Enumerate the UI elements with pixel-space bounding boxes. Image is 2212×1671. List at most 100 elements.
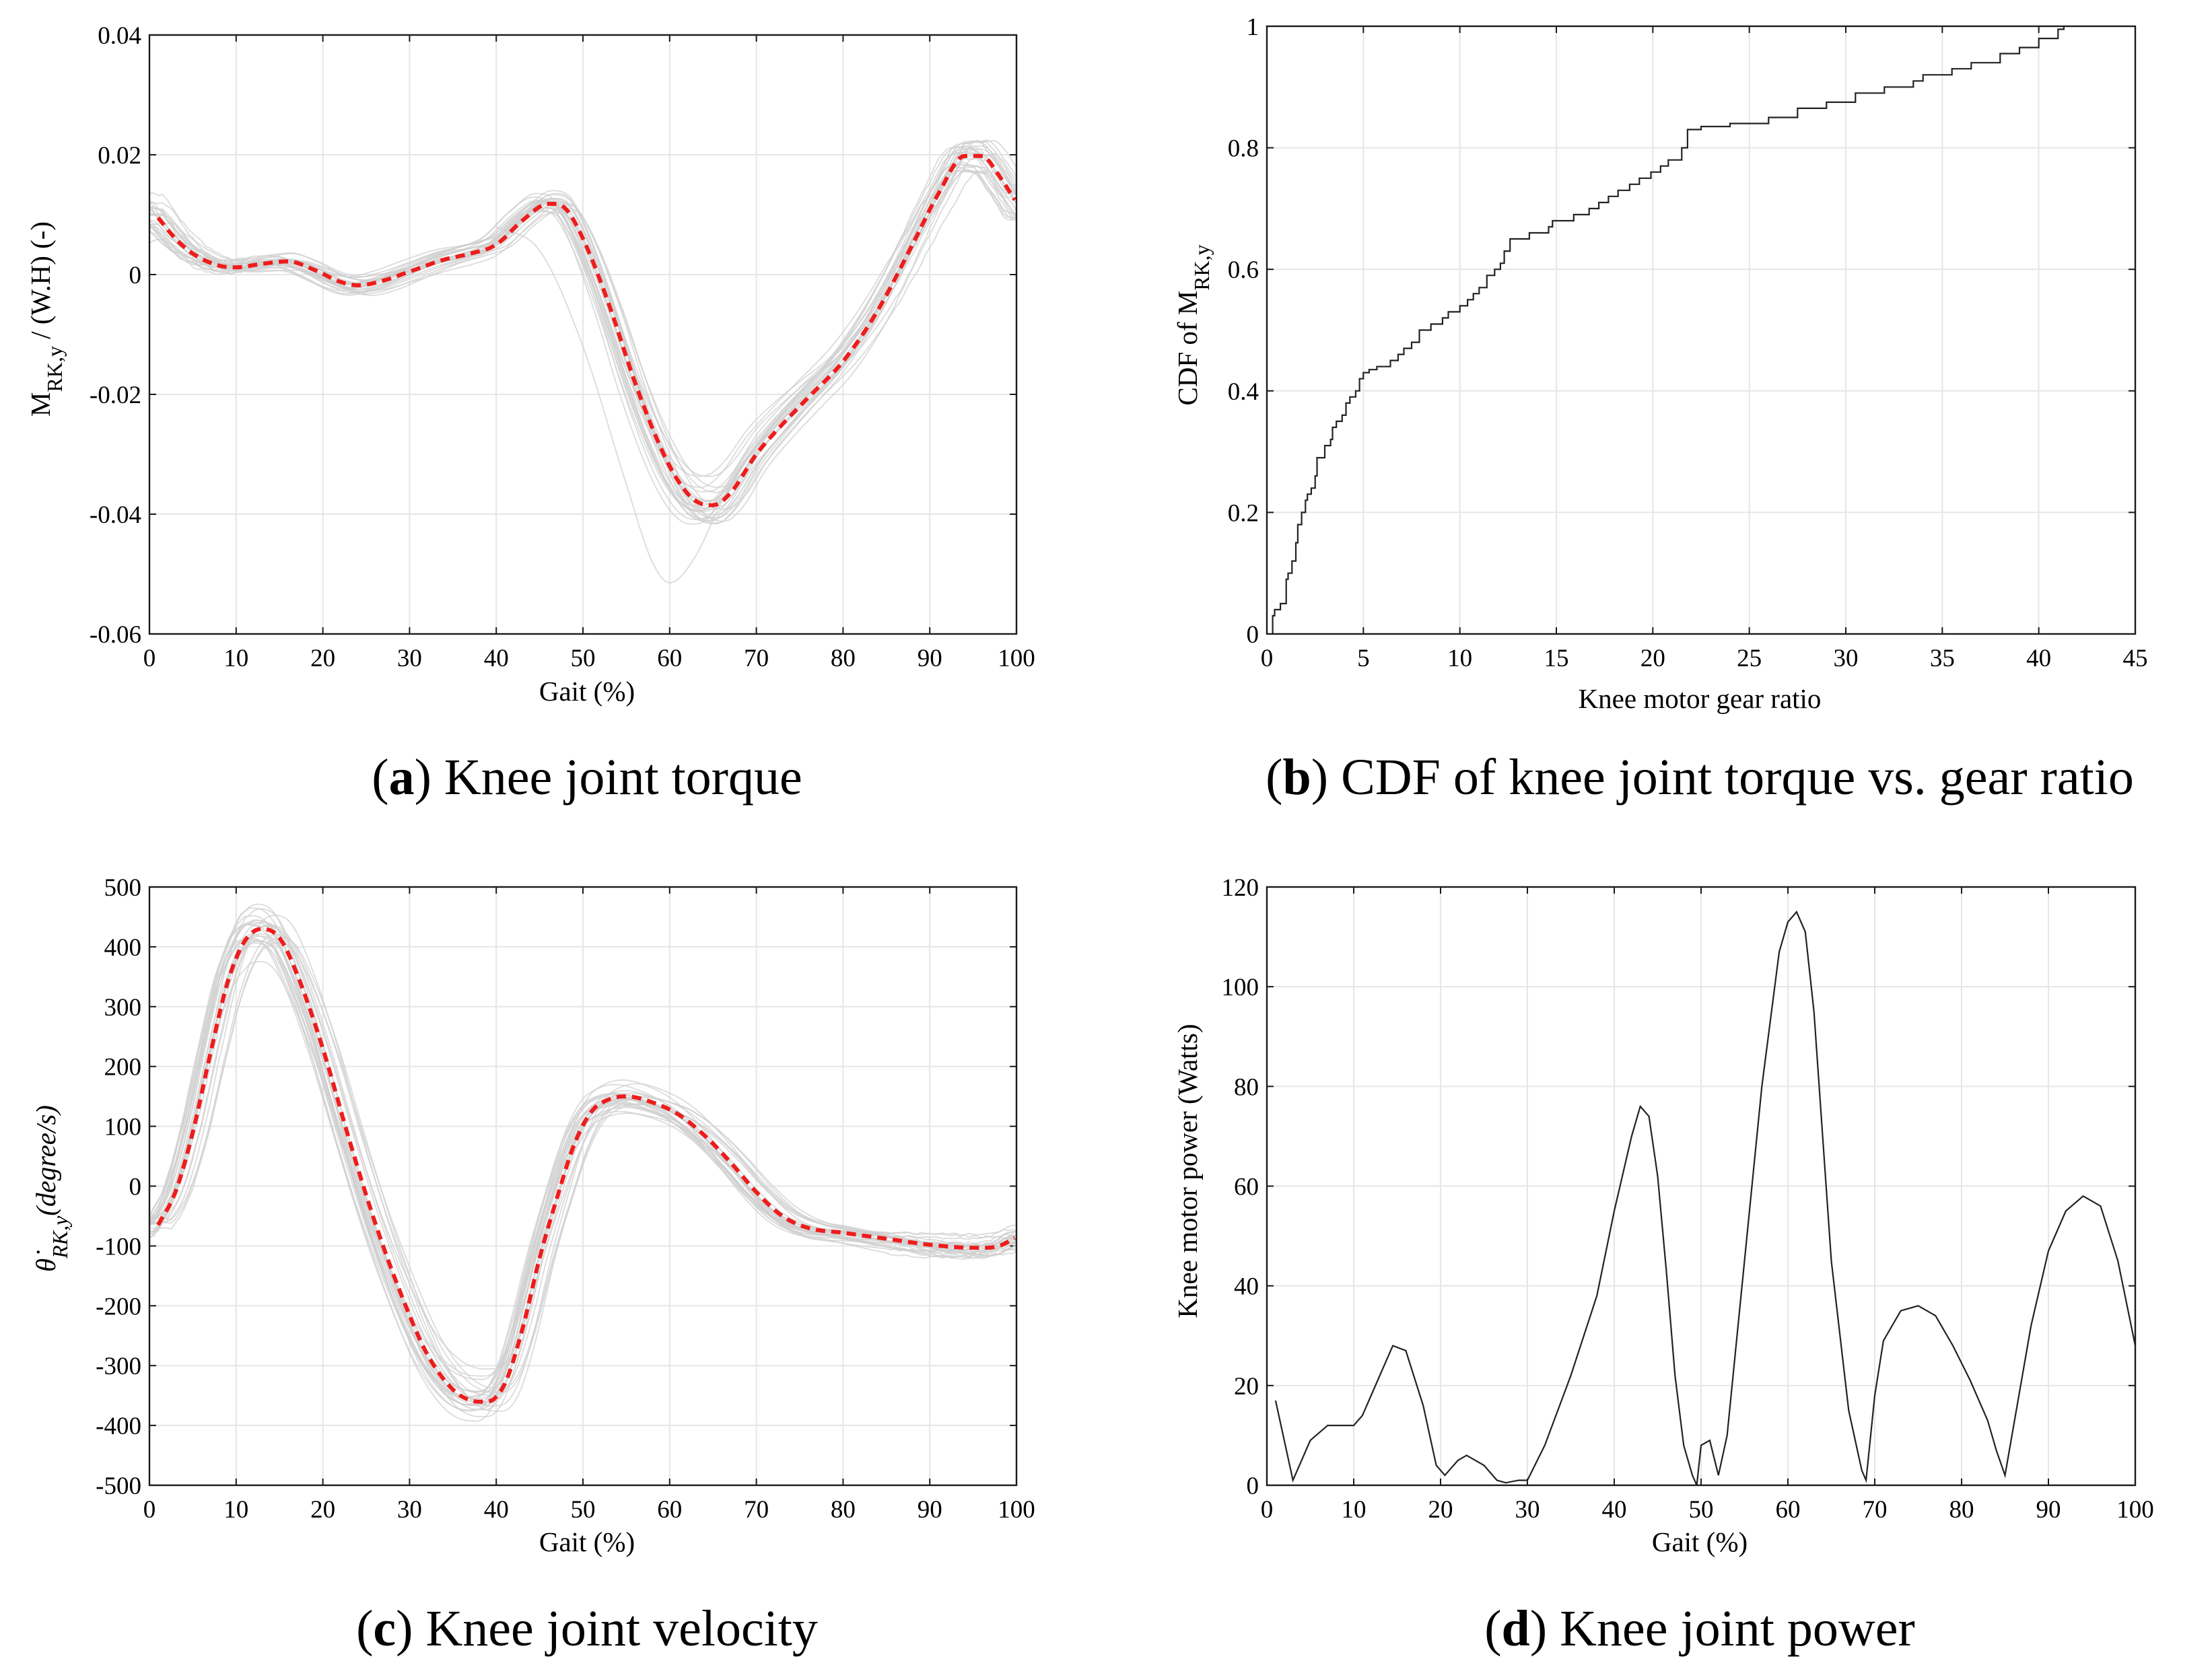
panel-d-xtick-label: 10 (1342, 1496, 1367, 1524)
panel-a-xtick-label: 30 (397, 645, 422, 672)
panel-d-ytick-label: 20 (1234, 1373, 1259, 1400)
panel-d-xtick-label: 80 (1949, 1496, 1974, 1524)
panel-d-ylabel: Knee motor power (Watts) (1172, 1024, 1203, 1318)
panel-a-knee-torque: 0 10 20 30 40 50 60 70 80 90 100 -0.06 -0.04 -0.02 0 0.… (25, 22, 1035, 806)
panel-d-axes-frame (1266, 886, 2137, 1487)
panel-c-ytick-label: 400 (104, 934, 142, 962)
panel-b-xlabel: Knee motor gear ratio (1579, 683, 1822, 714)
panel-d-ytick-label: 120 (1222, 874, 1259, 902)
panel-a-outlier-trial (495, 225, 757, 584)
panel-b-cdf: 0 5 10 15 20 25 30 35 40 45 0 0.2 0.4 0.6 0.8 1 Knee mo… (1172, 13, 2148, 806)
panel-a-xtick-label: 100 (998, 645, 1035, 672)
panel-b-xtick-label: 5 (1357, 645, 1370, 672)
panel-c-ytick-label: 500 (104, 874, 142, 902)
panel-c-xtick-label: 60 (657, 1496, 682, 1524)
panel-d-knee-power: 0 10 20 30 40 50 60 70 80 90 100 0 20 40 60 80 100 120 Ga… (1172, 874, 2154, 1657)
panel-a-xlabel: Gait (%) (539, 676, 635, 707)
panel-d-xtick-label: 70 (1863, 1496, 1888, 1524)
panel-b-ytick-label: 1 (1247, 13, 1259, 41)
panel-c-trial-curve (149, 933, 1016, 1394)
panel-a-ylabel: MRK,y / (W.H) (-) (25, 221, 67, 417)
panel-a-ytick-label: -0.06 (90, 621, 141, 649)
panel-d-xtick-label: 100 (2116, 1496, 2154, 1524)
panel-c-axes-frame (148, 886, 1018, 1487)
panel-a-series-group (149, 139, 1016, 584)
panel-b-xtick-label: 30 (1834, 645, 1859, 672)
panel-c-trial-curve (149, 923, 1016, 1411)
panel-b-caption: (b) CDF of knee joint torque vs. gear ra… (1266, 749, 2134, 806)
panel-a-caption: (a) Knee joint torque (372, 749, 802, 806)
panel-c-series-group (149, 903, 1016, 1422)
panel-a-trial-curve (149, 170, 1016, 507)
panel-d-xtick-label: 40 (1602, 1496, 1627, 1524)
panel-d-plot-area: 0 10 20 30 40 50 60 70 80 90 100 0 20 40 60 80 100 120 (1222, 874, 2154, 1524)
panel-a-xtick-label: 20 (310, 645, 335, 672)
panel-a-trial-curve (149, 149, 1016, 477)
panel-b-ytick-label: 0.4 (1228, 378, 1259, 406)
panel-d-xlabel: Gait (%) (1652, 1526, 1748, 1557)
panel-a-ytick-label: -0.02 (90, 382, 141, 409)
panel-c-xtick-label: 50 (571, 1496, 596, 1524)
panel-c-xtick-label: 40 (484, 1496, 509, 1524)
panel-a-trial-curve (149, 147, 1016, 521)
panel-c-trial-curve (149, 915, 1016, 1392)
panel-c-ylabel: θ̇RK,y(degree/s) (30, 1105, 72, 1272)
panel-a-xtick-label: 10 (223, 645, 248, 672)
panel-c-mean-curve (156, 927, 1016, 1404)
panel-a-xtick-label: 60 (657, 645, 682, 672)
panel-a-xtick-label: 40 (484, 645, 509, 672)
panel-a-trial-curve (149, 170, 1016, 509)
panel-c-xtick-label: 90 (918, 1496, 942, 1524)
panel-d-ytick-label: 60 (1234, 1174, 1259, 1201)
panel-a-ytick-label: 0 (129, 262, 142, 289)
panel-c-trial-curve (149, 942, 1016, 1380)
panel-c-ytick-label: -100 (96, 1233, 141, 1260)
panel-a-trial-curve (149, 166, 1016, 488)
panel-c-xtick-label: 80 (831, 1496, 856, 1524)
panel-d-xtick-label: 60 (1776, 1496, 1801, 1524)
panel-b-axes-frame (1266, 25, 2137, 635)
panel-b-ylabel: CDF of MRK,y (1172, 244, 1214, 405)
panel-d-ytick-label: 100 (1222, 974, 1259, 1001)
panel-c-ytick-label: -400 (96, 1413, 141, 1440)
panel-c-xtick-label: 100 (998, 1496, 1035, 1524)
panel-a-mean-curve (156, 153, 1016, 507)
panel-a-xtick-label: 80 (831, 645, 856, 672)
panel-c-xtick-label: 20 (310, 1496, 335, 1524)
panel-d-series-group (1274, 910, 2135, 1485)
panel-c-trial-curve (149, 915, 1016, 1407)
panel-b-series-group (1272, 26, 2065, 634)
panel-c-trial-curve (149, 925, 1016, 1403)
panel-d-caption: (d) Knee joint power (1484, 1600, 1915, 1657)
panel-c-plot-area: 0 10 20 30 40 50 60 70 80 90 100 -500 -400 -300 -200 -1… (96, 874, 1035, 1524)
panel-c-ytick-label: -500 (96, 1472, 141, 1500)
panel-d-xtick-label: 50 (1689, 1496, 1714, 1524)
panel-c-ytick-label: 100 (104, 1114, 142, 1141)
panel-d-xtick-label: 30 (1515, 1496, 1540, 1524)
panel-b-xtick-label: 40 (2026, 645, 2051, 672)
panel-b-ytick-label: 0.8 (1228, 135, 1259, 163)
panel-a-xtick-label: 50 (571, 645, 596, 672)
panel-a-trial-curve (149, 170, 1016, 510)
panel-a-trial-curve (149, 154, 1016, 502)
panel-b-data-line (1272, 26, 2065, 634)
panel-b-xtick-label: 20 (1640, 645, 1665, 672)
panel-c-xtick-label: 10 (223, 1496, 248, 1524)
panel-a-ytick-label: -0.04 (90, 501, 141, 529)
panel-b-xtick-label: 25 (1737, 645, 1762, 672)
panel-c-ytick-label: -200 (96, 1293, 141, 1320)
panel-b-ytick-label: 0.6 (1228, 256, 1259, 284)
panel-c-xlabel: Gait (%) (539, 1526, 635, 1557)
panel-d-data-line (1274, 910, 2135, 1485)
panel-a-axes-frame (148, 34, 1018, 635)
panel-c-knee-velocity: 0 10 20 30 40 50 60 70 80 90 100 -500 -400 -300 -200 -1… (30, 874, 1035, 1657)
panel-a-xtick-label: 90 (918, 645, 942, 672)
panel-b-xtick-label: 0 (1261, 645, 1274, 672)
panel-c-ytick-label: 200 (104, 1054, 142, 1081)
panel-a-ytick-label: 0.04 (98, 22, 141, 50)
panel-c-xtick-label: 70 (744, 1496, 769, 1524)
panel-b-xtick-label: 10 (1447, 645, 1472, 672)
panel-c-trial-curve (149, 923, 1016, 1407)
panel-d-ytick-label: 0 (1247, 1472, 1259, 1500)
